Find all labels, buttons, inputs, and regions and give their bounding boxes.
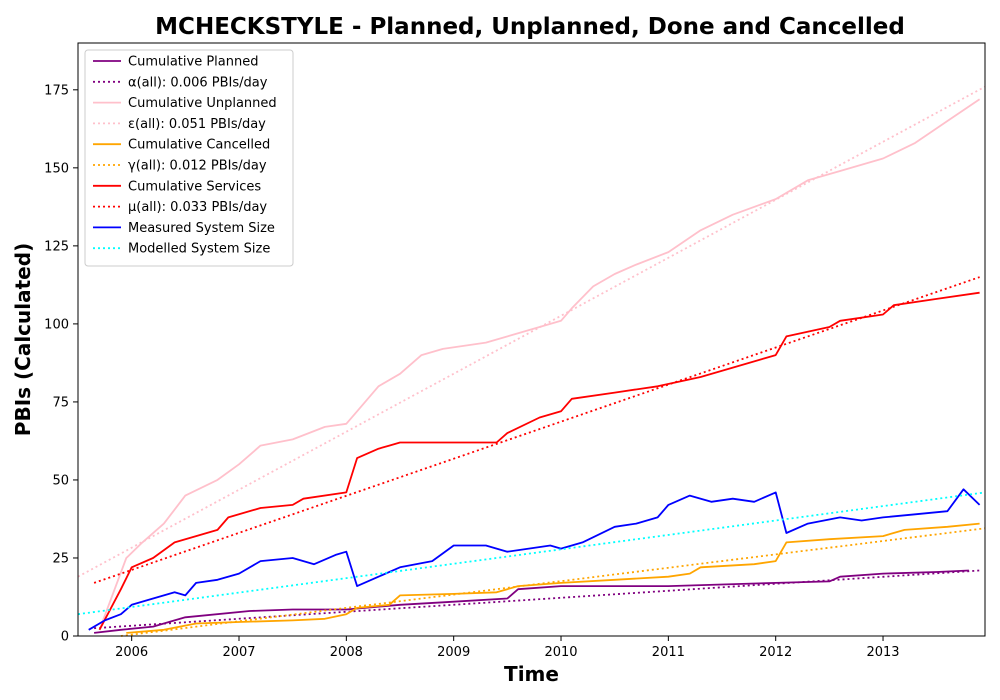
y-tick-label: 125 xyxy=(44,239,69,254)
series-line-6 xyxy=(120,527,986,637)
legend-entry: Cumulative Planned xyxy=(128,55,258,70)
y-tick-label: 25 xyxy=(52,551,69,566)
legend-entry: Cumulative Services xyxy=(128,179,261,194)
legend-entry: Cumulative Cancelled xyxy=(128,138,270,153)
legend-entry: Measured System Size xyxy=(128,221,275,236)
chart-title: MCHECKSTYLE - Planned, Unplanned, Done a… xyxy=(155,14,905,40)
y-tick-label: 50 xyxy=(52,473,69,488)
x-tick-label: 2007 xyxy=(222,645,255,660)
legend: Cumulative Planned α(all): 0.006 PBIs/day… xyxy=(84,49,294,267)
series-line-8 xyxy=(93,276,980,584)
y-axis-ticks: 0 25 50 75 100 125 150 175 xyxy=(44,83,78,645)
x-tick-label: 2013 xyxy=(866,645,899,660)
plot-frame xyxy=(77,42,986,637)
x-axis-label: Time xyxy=(504,662,559,686)
legend-entry: Modelled System Size xyxy=(128,242,270,257)
x-tick-label: 2010 xyxy=(544,645,577,660)
y-axis-label: PBIs (Calculated) xyxy=(11,243,35,436)
y-tick-label: 175 xyxy=(44,83,69,98)
legend-entry: ε(all): 0.051 PBIs/day xyxy=(128,117,266,132)
x-tick-label: 2006 xyxy=(115,645,148,660)
x-tick-label: 2009 xyxy=(437,645,470,660)
series-line-3 xyxy=(98,98,981,631)
x-tick-label: 2011 xyxy=(652,645,685,660)
series-layer xyxy=(77,85,986,637)
legend-box xyxy=(84,49,294,267)
legend-entry: γ(all): 0.012 PBIs/day xyxy=(128,159,267,174)
x-tick-label: 2008 xyxy=(330,645,363,660)
series-line-4 xyxy=(77,85,986,578)
y-tick-label: 100 xyxy=(44,317,69,332)
legend-entry: Cumulative Unplanned xyxy=(128,96,277,111)
legend-entry: μ(all): 0.033 PBIs/day xyxy=(128,200,267,215)
x-tick-label: 2012 xyxy=(759,645,792,660)
y-tick-label: 150 xyxy=(44,161,69,176)
y-tick-label: 75 xyxy=(52,395,69,410)
x-axis-ticks: 2006 2007 2008 2009 2010 2011 2012 2013 xyxy=(115,636,900,660)
series-line-9 xyxy=(88,488,981,631)
legend-entry: α(all): 0.006 PBIs/day xyxy=(128,75,268,90)
series-line-1 xyxy=(93,569,969,634)
series-line-7 xyxy=(98,291,980,631)
y-tick-label: 0 xyxy=(61,630,69,645)
